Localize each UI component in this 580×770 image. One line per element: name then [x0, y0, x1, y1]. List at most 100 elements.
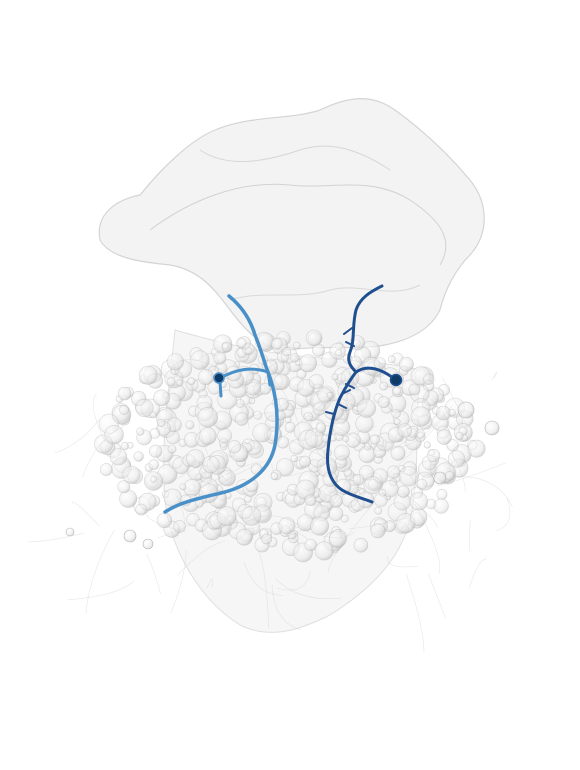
fibre: [198, 423, 255, 499]
upper-lobe-inner-fold: [149, 183, 447, 266]
cell-sphere: [284, 416, 292, 424]
cell-sphere: [65, 527, 75, 537]
cell-sphere: [315, 422, 326, 433]
cell-sphere: [326, 391, 334, 399]
cell-sphere: [363, 476, 382, 495]
cell-sphere: [261, 533, 273, 545]
cell-sphere: [276, 436, 290, 449]
fibre: [28, 532, 84, 543]
cell-sphere: [167, 444, 177, 454]
fibre: [247, 382, 264, 429]
cell-sphere: [467, 439, 486, 458]
fibre: [82, 426, 124, 478]
cell-sphere: [436, 405, 451, 421]
fibre: [292, 495, 341, 536]
cell-sphere: [484, 420, 500, 436]
fibre: [441, 377, 468, 428]
cell-sphere: [423, 441, 431, 449]
cell-sphere: [149, 444, 163, 458]
fibre: [244, 406, 315, 419]
fibre: [436, 462, 507, 487]
cell-sphere: [270, 472, 279, 481]
cell-sphere: [392, 386, 402, 396]
fibre: [389, 404, 453, 474]
cell-sphere: [448, 408, 456, 417]
fibre: [393, 415, 443, 448]
cell-sphere: [276, 458, 295, 477]
cell-sphere: [308, 374, 324, 390]
cell-sphere: [173, 520, 186, 533]
neuron-left-soma: [213, 372, 225, 384]
fibre: [194, 460, 262, 493]
cell-sphere: [373, 357, 387, 370]
cell-sphere: [343, 468, 353, 477]
cell-sphere: [436, 429, 452, 445]
cell-sphere: [370, 523, 386, 539]
cell-sphere: [427, 449, 441, 463]
cell-sphere: [282, 347, 292, 357]
cell-sphere-cluster: [65, 329, 500, 563]
fibre: [243, 562, 283, 596]
fibre: [176, 495, 185, 525]
fibre: [194, 460, 202, 465]
cell-sphere: [416, 478, 428, 490]
fibre: [271, 584, 301, 631]
fibre: [92, 393, 106, 442]
fibre-bundle: [28, 358, 513, 653]
neuron-right: [325, 284, 403, 504]
fibre: [348, 517, 408, 529]
cell-sphere: [377, 396, 390, 409]
cell-sphere: [166, 377, 176, 387]
cell-sphere: [135, 503, 147, 516]
cell-sphere: [198, 427, 217, 445]
fibre: [148, 457, 212, 493]
fibre: [325, 425, 377, 446]
cell-sphere: [332, 418, 351, 436]
cell-sphere: [99, 463, 113, 476]
cell-sphere: [176, 379, 184, 387]
fibre: [496, 497, 511, 531]
fibre: [469, 558, 487, 589]
fibre: [469, 519, 471, 552]
fibre: [179, 358, 227, 373]
cell-sphere: [328, 506, 344, 522]
upper-lobe-inner-fold: [229, 284, 421, 301]
cell-sphere: [150, 475, 157, 483]
cell-sphere: [293, 341, 301, 350]
fibre: [414, 503, 441, 574]
cell-sphere: [228, 440, 242, 454]
cell-sphere: [335, 349, 343, 357]
cell-sphere: [391, 409, 401, 419]
cell-sphere: [433, 498, 449, 514]
cell-sphere: [369, 434, 381, 445]
fibre: [274, 578, 342, 600]
cell-sphere: [378, 488, 387, 497]
neuron-right-spines: [325, 327, 355, 415]
cell-sphere: [197, 369, 214, 385]
cell-sphere: [363, 442, 372, 451]
fibre: [146, 553, 161, 595]
upper-lobe-mesh: [98, 98, 485, 351]
cell-sphere: [213, 351, 227, 365]
cell-sphere: [273, 373, 290, 391]
fibre: [491, 371, 497, 381]
cell-sphere: [217, 428, 232, 443]
cell-sphere: [142, 538, 154, 550]
cell-sphere: [308, 448, 328, 468]
neuron-left-branch: [218, 367, 272, 387]
cell-sphere: [236, 337, 247, 349]
neuron-right-soma: [389, 373, 403, 387]
cell-sphere: [305, 329, 323, 347]
fibre: [257, 550, 269, 629]
fibre: [308, 415, 370, 450]
fibre: [364, 424, 430, 463]
cell-sphere: [304, 494, 317, 506]
cell-sphere: [126, 441, 134, 449]
cell-sphere: [387, 465, 401, 479]
cell-sphere: [135, 398, 154, 418]
cell-sphere: [455, 431, 464, 440]
cell-sphere: [387, 355, 396, 364]
cell-sphere: [117, 480, 131, 494]
cell-sphere: [235, 398, 245, 408]
fibre: [72, 501, 100, 527]
